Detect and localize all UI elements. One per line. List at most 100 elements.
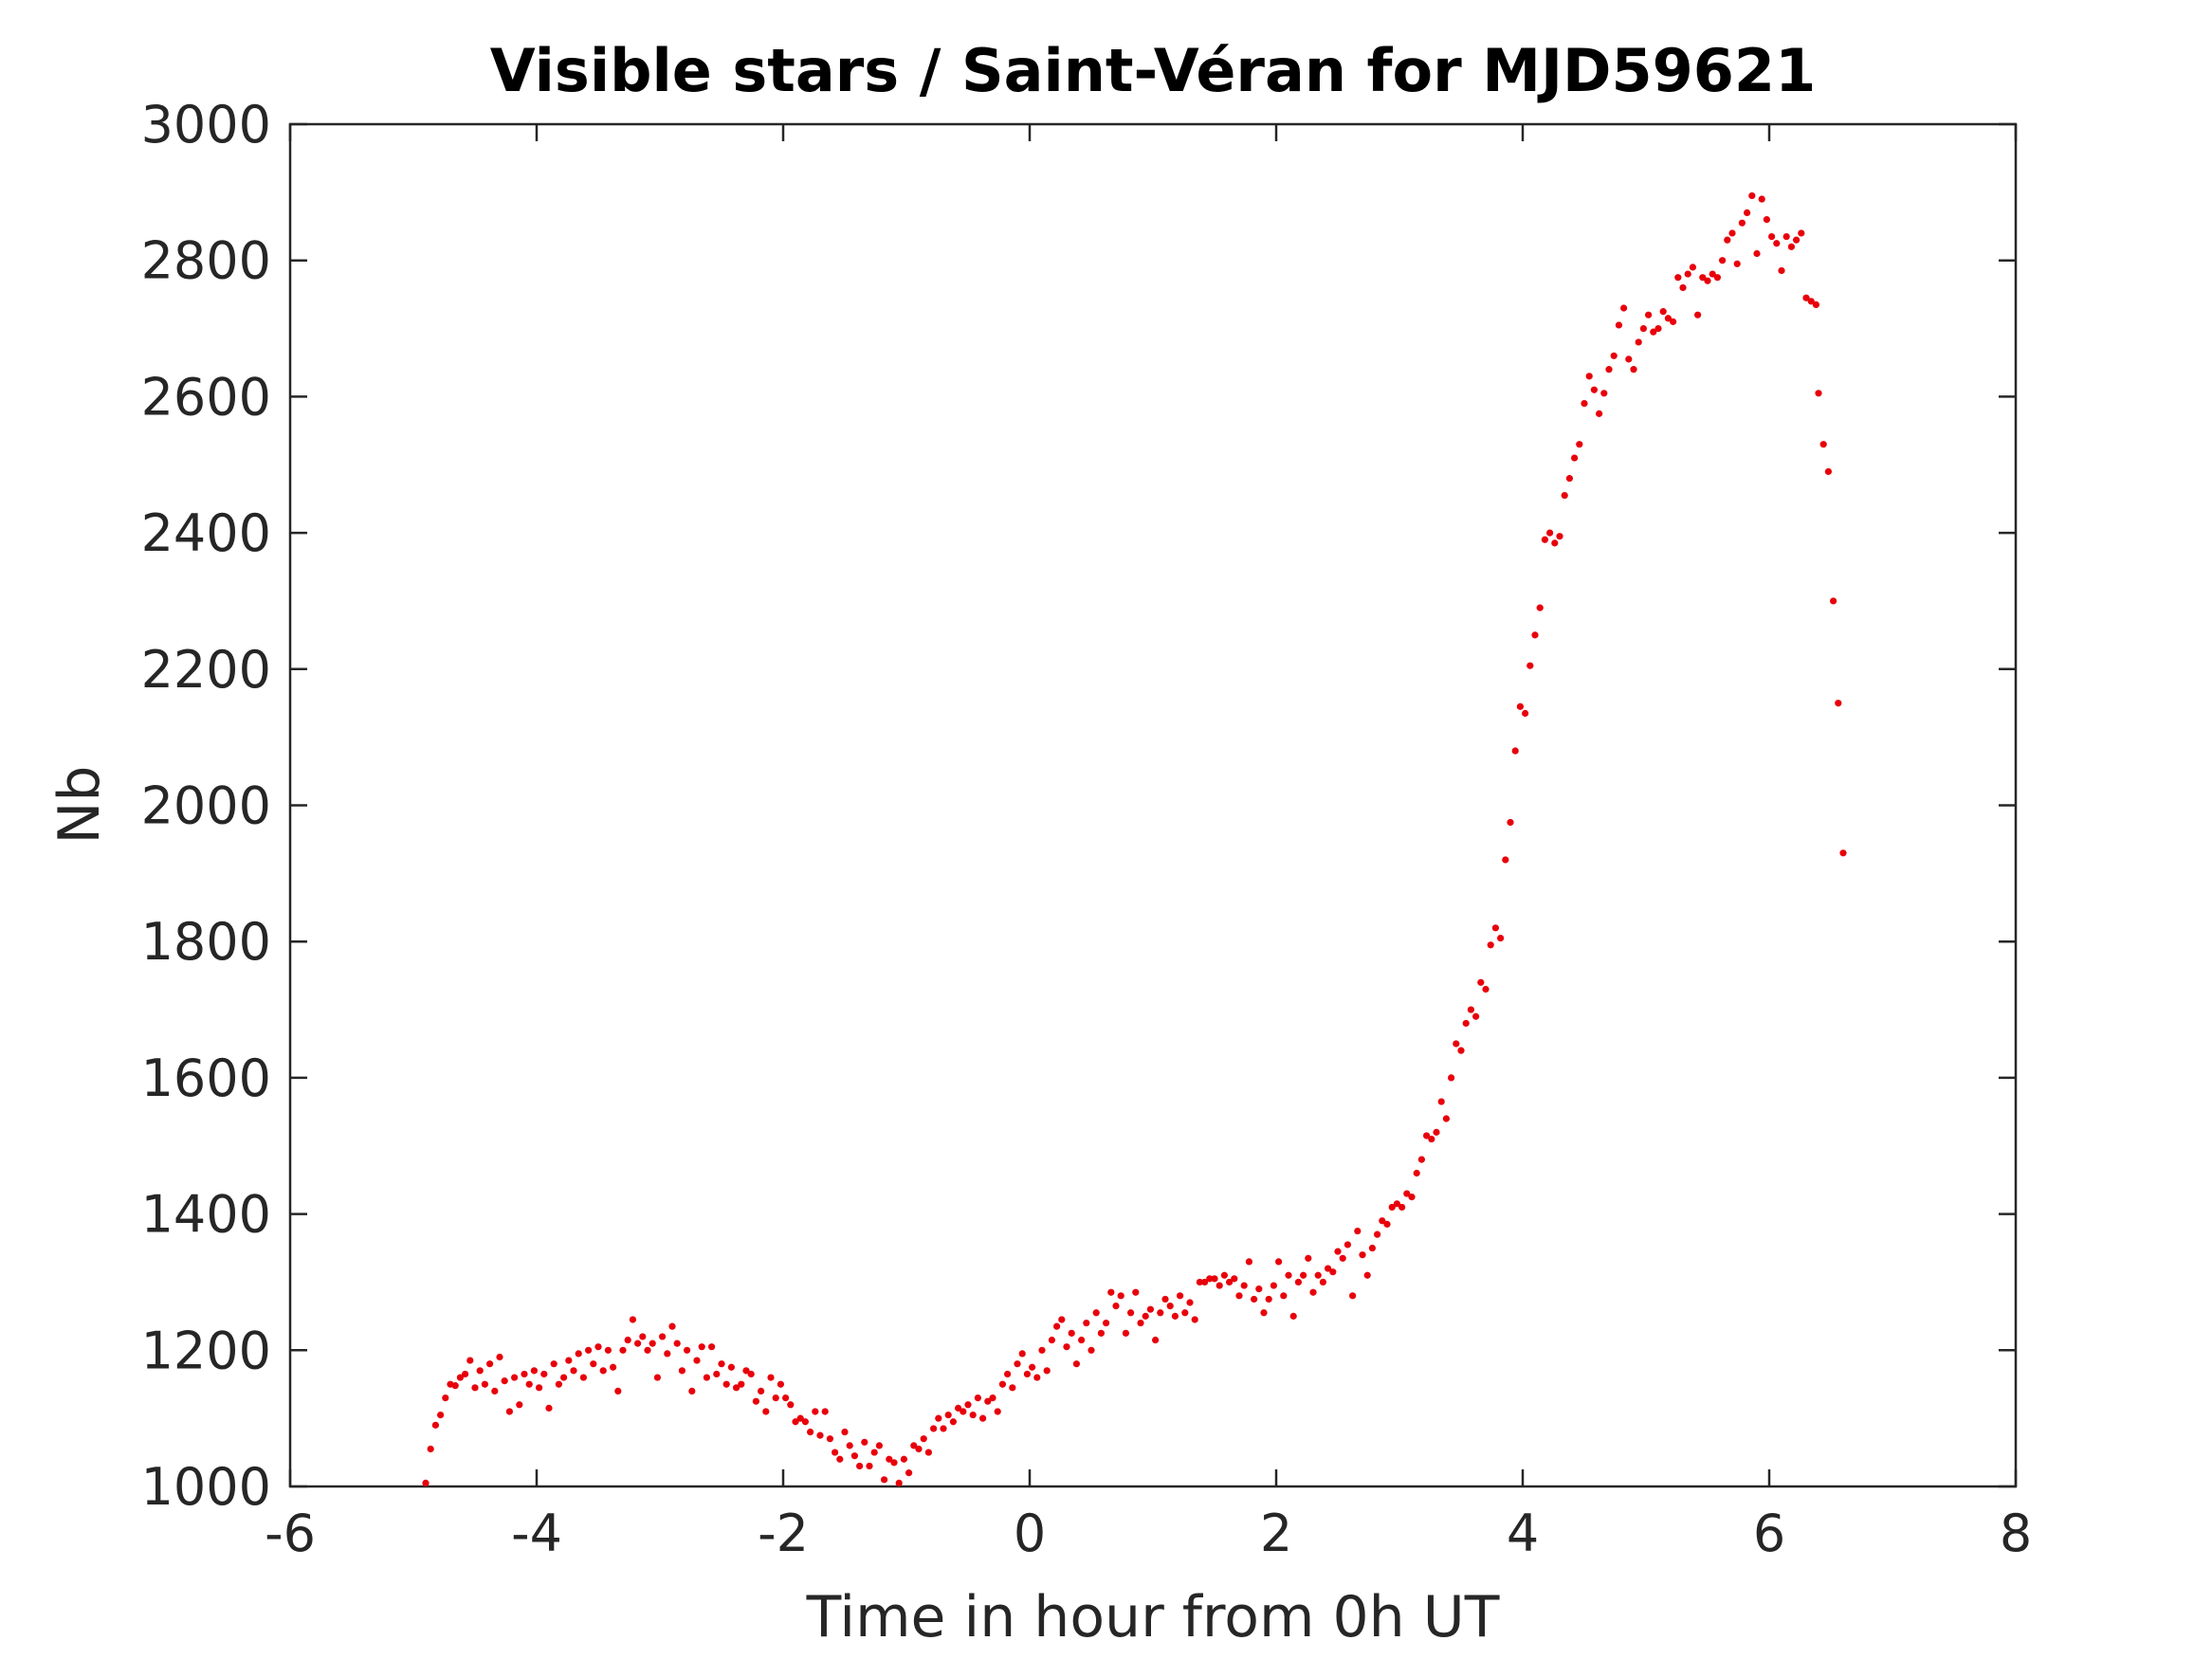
data-point bbox=[1166, 1302, 1174, 1310]
data-point bbox=[1033, 1374, 1041, 1381]
data-point bbox=[1462, 1019, 1470, 1028]
data-point bbox=[1260, 1309, 1268, 1317]
data-point bbox=[1319, 1278, 1326, 1286]
data-point bbox=[1043, 1367, 1051, 1375]
data-point bbox=[1561, 491, 1568, 500]
data-point bbox=[1674, 274, 1682, 282]
data-point bbox=[698, 1343, 705, 1351]
data-point bbox=[1635, 338, 1642, 346]
x-tick-label: -6 bbox=[265, 1504, 316, 1563]
data-point bbox=[841, 1428, 849, 1436]
data-point bbox=[1650, 328, 1657, 336]
data-point bbox=[915, 1445, 923, 1453]
data-point bbox=[836, 1455, 844, 1463]
data-point bbox=[1379, 1217, 1386, 1225]
data-point bbox=[1600, 390, 1608, 397]
data-point bbox=[1620, 304, 1628, 312]
data-point bbox=[1196, 1278, 1203, 1286]
data-point bbox=[846, 1442, 853, 1449]
data-point bbox=[787, 1401, 795, 1409]
data-point bbox=[1773, 240, 1781, 247]
data-point bbox=[1551, 539, 1559, 547]
data-point bbox=[1245, 1258, 1252, 1266]
data-point bbox=[422, 1479, 430, 1487]
data-point bbox=[1536, 604, 1544, 611]
data-point bbox=[1300, 1271, 1307, 1279]
data-point bbox=[1713, 274, 1721, 282]
data-point bbox=[1048, 1336, 1055, 1344]
data-point bbox=[733, 1384, 740, 1392]
data-point bbox=[782, 1394, 790, 1402]
data-point bbox=[1344, 1241, 1351, 1249]
data-point bbox=[1112, 1302, 1120, 1310]
data-point bbox=[713, 1370, 721, 1378]
data-point bbox=[1161, 1295, 1169, 1304]
data-point bbox=[1018, 1350, 1026, 1358]
data-point bbox=[1787, 243, 1795, 250]
data-point bbox=[1413, 1169, 1420, 1177]
data-point bbox=[437, 1411, 445, 1419]
data-point bbox=[1565, 475, 1573, 483]
data-point bbox=[1009, 1384, 1016, 1392]
x-tick-label: -2 bbox=[758, 1504, 809, 1563]
data-point bbox=[1235, 1292, 1243, 1300]
data-point bbox=[1231, 1275, 1238, 1283]
data-point bbox=[1201, 1278, 1209, 1286]
data-point bbox=[870, 1449, 878, 1456]
y-tick-label: 3000 bbox=[141, 95, 271, 155]
data-point bbox=[668, 1322, 676, 1330]
data-point bbox=[1428, 1135, 1435, 1143]
data-point bbox=[1704, 277, 1711, 284]
data-point bbox=[1522, 709, 1529, 718]
data-point bbox=[1305, 1254, 1312, 1262]
data-point bbox=[624, 1336, 631, 1344]
data-point bbox=[1152, 1336, 1160, 1344]
data-point bbox=[1748, 191, 1756, 200]
y-tick-label: 1000 bbox=[141, 1457, 271, 1517]
data-point bbox=[895, 1479, 903, 1487]
y-tick-label: 2400 bbox=[141, 503, 271, 563]
data-point bbox=[1802, 294, 1810, 301]
data-point bbox=[1014, 1360, 1021, 1368]
data-point bbox=[1216, 1282, 1223, 1289]
data-point bbox=[984, 1397, 992, 1405]
data-point bbox=[560, 1374, 568, 1381]
data-point bbox=[742, 1367, 750, 1375]
data-point bbox=[594, 1343, 602, 1351]
data-point bbox=[772, 1394, 779, 1402]
data-point bbox=[1639, 324, 1647, 333]
data-point bbox=[718, 1360, 725, 1368]
data-point bbox=[1146, 1305, 1154, 1313]
x-tick-label: 6 bbox=[1753, 1504, 1785, 1563]
data-point bbox=[1467, 1006, 1474, 1013]
data-point bbox=[1354, 1227, 1362, 1235]
data-point bbox=[1758, 195, 1765, 203]
data-point bbox=[590, 1360, 597, 1368]
data-point bbox=[1778, 266, 1785, 275]
data-point bbox=[1363, 1271, 1371, 1279]
data-point bbox=[1053, 1322, 1061, 1330]
data-point bbox=[1068, 1329, 1075, 1337]
x-tick-label: 8 bbox=[2000, 1504, 2032, 1563]
data-point bbox=[1531, 631, 1539, 639]
y-axis-label: Nb bbox=[46, 766, 113, 845]
data-point bbox=[462, 1370, 469, 1378]
data-point bbox=[767, 1374, 775, 1381]
data-point bbox=[471, 1384, 479, 1392]
data-point bbox=[1835, 700, 1842, 707]
data-point bbox=[1709, 270, 1716, 278]
data-point bbox=[659, 1333, 667, 1340]
data-point bbox=[1294, 1278, 1302, 1286]
y-tick-label: 2200 bbox=[141, 640, 271, 700]
data-point bbox=[442, 1394, 449, 1402]
data-point bbox=[1581, 399, 1588, 408]
data-point bbox=[1605, 366, 1613, 374]
data-point bbox=[1275, 1258, 1283, 1266]
data-point bbox=[511, 1374, 519, 1381]
data-point bbox=[1211, 1275, 1218, 1283]
data-point bbox=[1329, 1268, 1337, 1276]
data-point bbox=[575, 1350, 582, 1358]
y-axis-ticks: 1000 1200 1400 1600 1800 2000 2200 2400 2600 2800… bbox=[141, 95, 2016, 1517]
data-point bbox=[796, 1414, 804, 1422]
